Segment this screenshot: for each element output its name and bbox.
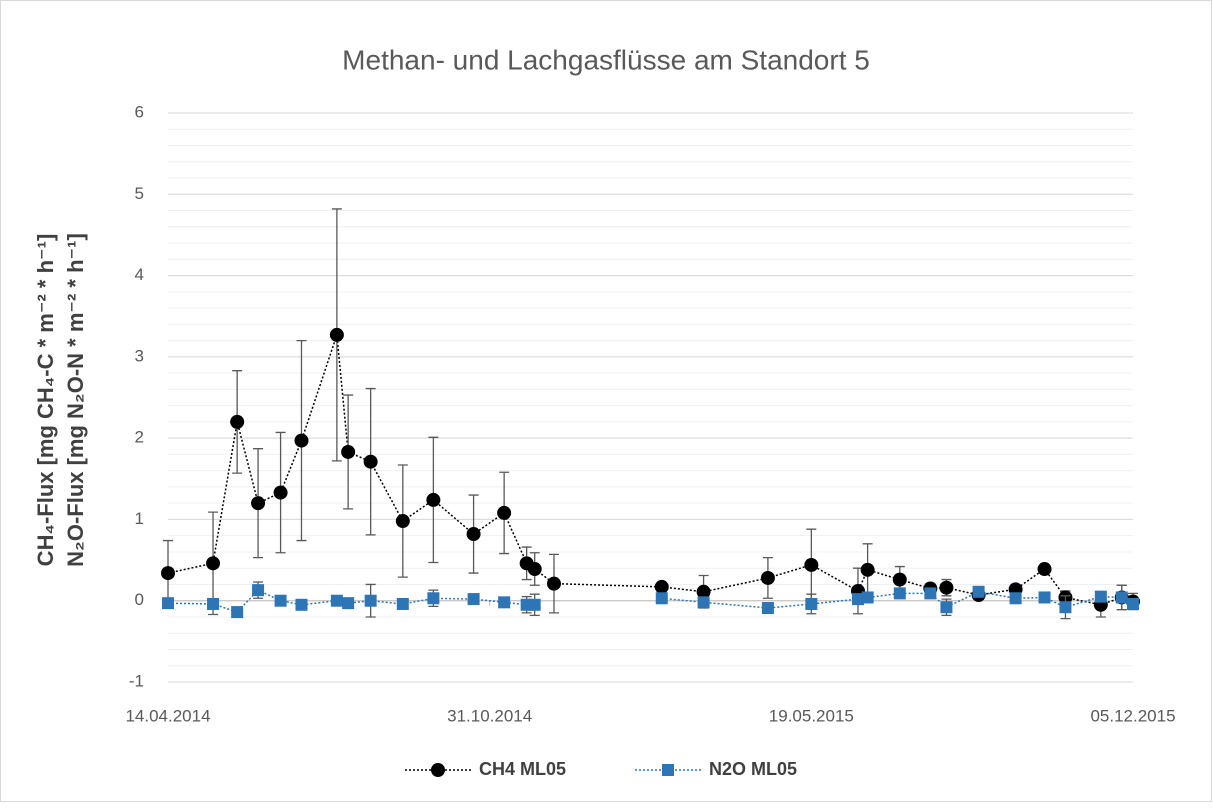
y-tick-label: 1 bbox=[135, 509, 144, 528]
y-tick-label: 3 bbox=[135, 346, 144, 365]
marker bbox=[1094, 590, 1107, 603]
marker bbox=[761, 602, 774, 615]
y-axis-label: N₂O-Flux [mg N₂O-N * m⁻² * h⁻¹] bbox=[63, 233, 88, 567]
marker bbox=[230, 414, 245, 429]
marker bbox=[342, 597, 355, 610]
marker bbox=[760, 570, 775, 585]
marker bbox=[426, 492, 441, 507]
marker bbox=[697, 596, 710, 609]
marker bbox=[939, 580, 954, 595]
marker bbox=[805, 597, 818, 610]
x-tick-label: 05.12.2015 bbox=[1090, 706, 1175, 725]
marker bbox=[329, 327, 344, 342]
marker bbox=[206, 556, 221, 571]
marker bbox=[252, 584, 265, 597]
marker bbox=[851, 593, 864, 606]
x-tick-label: 31.10.2014 bbox=[447, 706, 532, 725]
y-axis-label: CH₄-Flux [mg CH₄-C * m⁻² * h⁻¹] bbox=[33, 234, 58, 567]
marker bbox=[1038, 591, 1051, 604]
marker bbox=[363, 454, 378, 469]
marker bbox=[1059, 601, 1072, 614]
marker bbox=[341, 444, 356, 459]
marker bbox=[330, 594, 343, 607]
marker bbox=[1037, 562, 1052, 577]
marker bbox=[294, 433, 309, 448]
marker bbox=[207, 597, 220, 610]
marker bbox=[251, 496, 266, 511]
series-line bbox=[167, 589, 1134, 613]
x-tick-label: 14.04.2014 bbox=[125, 706, 210, 725]
marker bbox=[527, 562, 542, 577]
legend-marker bbox=[431, 763, 445, 777]
marker bbox=[273, 485, 288, 500]
marker bbox=[467, 593, 480, 606]
y-tick-label: 4 bbox=[135, 265, 144, 284]
marker bbox=[655, 592, 668, 605]
legend-label: N2O ML05 bbox=[709, 759, 797, 779]
y-tick-label: 6 bbox=[135, 102, 144, 121]
marker bbox=[654, 579, 669, 594]
marker bbox=[295, 598, 308, 611]
marker bbox=[940, 601, 953, 614]
marker bbox=[696, 584, 711, 599]
marker bbox=[1127, 597, 1139, 610]
marker bbox=[1009, 592, 1022, 605]
marker bbox=[804, 557, 819, 572]
marker bbox=[395, 514, 410, 529]
marker bbox=[893, 587, 906, 600]
marker bbox=[396, 597, 409, 610]
marker bbox=[861, 591, 874, 604]
marker bbox=[528, 598, 541, 611]
y-tick-label: 0 bbox=[135, 590, 144, 609]
legend-label: CH4 ML05 bbox=[479, 759, 566, 779]
marker bbox=[427, 592, 440, 605]
y-tick-label: -1 bbox=[129, 671, 144, 690]
marker bbox=[892, 572, 907, 587]
legend-marker bbox=[662, 764, 674, 776]
marker bbox=[231, 606, 244, 619]
marker bbox=[274, 594, 287, 607]
marker bbox=[162, 597, 174, 610]
marker bbox=[498, 596, 511, 609]
marker bbox=[547, 576, 561, 591]
marker bbox=[161, 566, 175, 581]
y-tick-label: 5 bbox=[135, 184, 144, 203]
marker bbox=[924, 587, 937, 600]
chart-title: Methan- und Lachgasflüsse am Standort 5 bbox=[342, 44, 870, 75]
marker bbox=[1115, 591, 1128, 604]
marker bbox=[466, 527, 481, 542]
series-line bbox=[167, 334, 1134, 606]
marker bbox=[972, 585, 985, 598]
marker bbox=[497, 505, 512, 520]
marker bbox=[860, 562, 875, 577]
y-tick-label: 2 bbox=[135, 428, 144, 447]
x-tick-label: 19.05.2015 bbox=[769, 706, 854, 725]
marker bbox=[364, 594, 377, 607]
